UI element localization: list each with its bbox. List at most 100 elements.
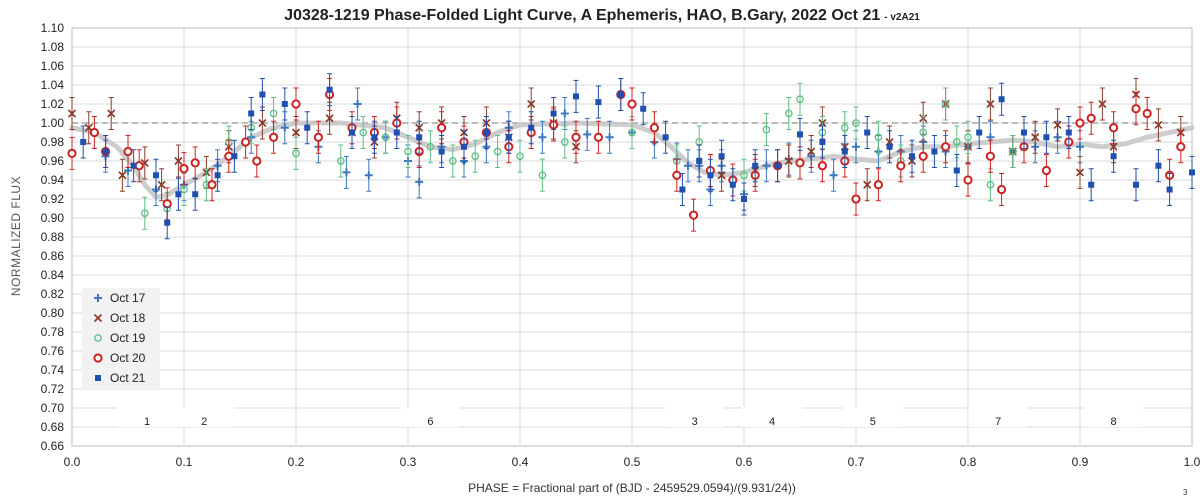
x-tick-label: 0.3 [400, 455, 417, 469]
x-tick-label: 0.5 [624, 455, 641, 469]
data-point [819, 139, 826, 145]
data-point [605, 133, 614, 142]
data-point [662, 134, 669, 141]
y-tick-label: 1.10 [41, 21, 65, 35]
data-point [1154, 120, 1163, 129]
data-point [649, 123, 660, 133]
data-point [953, 167, 960, 174]
data-point [67, 109, 77, 118]
data-point [304, 124, 311, 131]
data-point [349, 129, 355, 136]
data-point [180, 185, 188, 194]
data-point [997, 184, 1007, 195]
y-tick-label: 0.78 [41, 325, 65, 339]
zone-label-box [1083, 407, 1144, 427]
legend-label: Oct 20 [110, 351, 146, 365]
data-point [941, 142, 951, 152]
data-point [174, 156, 183, 166]
data-point [550, 110, 557, 117]
data-point [248, 110, 255, 117]
data-point [672, 170, 682, 180]
data-point [919, 128, 928, 137]
data-point [1065, 129, 1072, 136]
data-point [438, 148, 445, 155]
data-point [93, 353, 103, 363]
data-point [1053, 120, 1062, 129]
data-point [784, 156, 793, 166]
data-point [336, 157, 345, 165]
data-point [774, 162, 781, 169]
x-tick-label: 0.7 [848, 455, 865, 469]
zone-label-text: 8 [1111, 416, 1117, 428]
data-point [963, 175, 973, 185]
zone-label-box [842, 407, 903, 427]
data-point [741, 196, 747, 202]
chart-title-version: - v2A21 [884, 12, 920, 23]
data-point [1075, 168, 1085, 177]
data-point [840, 123, 849, 132]
data-point [1076, 142, 1084, 151]
data-point [280, 123, 289, 132]
data-point [1155, 162, 1162, 169]
chart-title: J0328-1219 Phase-Folded Light Curve, A E… [284, 7, 920, 24]
x-tick-label: 0.0 [64, 455, 81, 469]
legend-label: Oct 19 [110, 331, 146, 345]
y-tick-label: 1.04 [41, 78, 65, 92]
data-point [560, 109, 569, 118]
data-point [483, 129, 490, 136]
data-point [325, 114, 334, 123]
data-point [93, 313, 103, 323]
zone-label-box [174, 407, 235, 427]
legend-item: Oct 18 [93, 311, 146, 325]
x-tick-label: 1.0 [1184, 455, 1201, 469]
data-point [1088, 181, 1095, 188]
data-point [538, 133, 547, 142]
data-point [896, 161, 906, 171]
zone-label: 7 [968, 407, 1029, 428]
data-point [784, 109, 793, 118]
data-point [118, 171, 127, 180]
y-axis-label: NORMALIZED FLUX [9, 176, 23, 296]
data-point [231, 153, 238, 160]
data-point [627, 99, 637, 109]
y-tick-label: 0.86 [41, 249, 65, 263]
data-point [941, 100, 950, 108]
x-axis-label: PHASE = Fractional part of (BJD - 245952… [468, 481, 796, 495]
data-point [679, 186, 686, 193]
data-point [684, 161, 692, 170]
legend-item: Oct 17 [94, 291, 146, 305]
data-point [886, 143, 893, 150]
y-tick-label: 0.90 [41, 211, 65, 225]
y-tick-label: 0.74 [41, 363, 65, 377]
y-tick-label: 1.02 [41, 97, 65, 111]
data-point [762, 125, 771, 134]
data-point [371, 134, 378, 141]
data-point [192, 191, 199, 198]
zone-label: 3 [664, 407, 725, 428]
data-point [863, 180, 872, 189]
plot-border [71, 27, 1193, 447]
data-point [1131, 104, 1141, 114]
y-tick-label: 1.08 [41, 40, 65, 54]
data-point [190, 158, 200, 168]
data-point [1109, 123, 1119, 133]
legend: Oct 17 Oct 18 Oct 19 Oct 20 Oct 21 [82, 288, 160, 390]
data-point [123, 146, 133, 157]
data-point [573, 93, 579, 100]
data-point [153, 172, 159, 179]
data-point [817, 161, 828, 171]
zone-label-text: 4 [769, 416, 775, 428]
data-point [416, 134, 423, 141]
data-point [1086, 113, 1096, 123]
data-point [583, 130, 592, 139]
y-tick-label: 1.00 [41, 116, 65, 130]
data-point [874, 133, 883, 142]
x-tick-label: 0.2 [288, 455, 305, 469]
data-point [359, 128, 368, 137]
y-tick-label: 0.82 [41, 287, 65, 301]
data-point [259, 91, 266, 98]
data-point [505, 134, 512, 141]
data-point [1098, 99, 1107, 109]
data-point [852, 119, 860, 127]
